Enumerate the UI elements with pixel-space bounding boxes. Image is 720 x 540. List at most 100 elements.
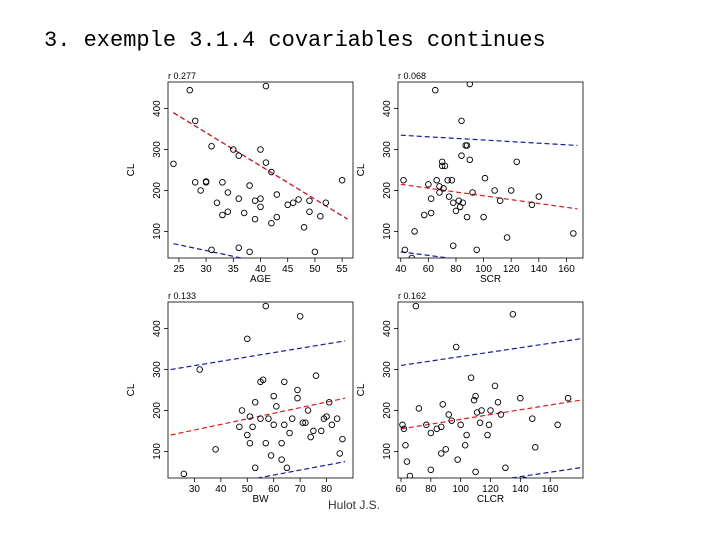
data-point bbox=[448, 417, 455, 424]
y-tick-label: 300 bbox=[382, 361, 393, 378]
data-point bbox=[415, 405, 423, 412]
data-point bbox=[497, 411, 505, 418]
y-tick-label: 100 bbox=[382, 223, 393, 240]
data-point bbox=[338, 176, 346, 184]
data-point bbox=[513, 158, 520, 166]
data-point bbox=[476, 419, 484, 426]
data-point bbox=[427, 209, 435, 217]
regression-line bbox=[170, 397, 346, 436]
data-point bbox=[278, 456, 285, 463]
data-point bbox=[236, 423, 243, 431]
data-point bbox=[502, 464, 509, 472]
data-point bbox=[456, 203, 464, 211]
data-point bbox=[284, 201, 291, 209]
data-point bbox=[270, 421, 277, 429]
data-point bbox=[336, 450, 344, 457]
data-point bbox=[517, 394, 524, 402]
data-point bbox=[445, 193, 453, 200]
data-point bbox=[472, 392, 479, 400]
footer-author: Hulot J.S. bbox=[328, 498, 381, 512]
data-point bbox=[463, 142, 471, 149]
y-tick-label: 400 bbox=[152, 100, 163, 117]
data-point bbox=[323, 413, 330, 420]
data-point bbox=[411, 228, 418, 235]
data-point bbox=[281, 421, 288, 429]
data-point bbox=[302, 419, 309, 426]
x-tick-label: 50 bbox=[309, 264, 321, 275]
data-point bbox=[403, 458, 411, 465]
data-point bbox=[529, 415, 536, 422]
data-point bbox=[454, 456, 461, 463]
data-point bbox=[448, 176, 456, 184]
data-point bbox=[442, 446, 449, 453]
y-tick-label: 200 bbox=[382, 182, 393, 199]
data-point bbox=[402, 442, 409, 449]
correlation-label: r 0.162 bbox=[398, 291, 426, 301]
data-point bbox=[289, 199, 297, 206]
data-point bbox=[244, 335, 251, 343]
data-point bbox=[281, 378, 288, 386]
data-point bbox=[438, 423, 445, 431]
data-point bbox=[306, 197, 313, 204]
data-point bbox=[487, 407, 494, 414]
data-point bbox=[294, 394, 301, 402]
data-point bbox=[469, 189, 476, 196]
data-point bbox=[257, 146, 264, 153]
data-point bbox=[452, 343, 460, 351]
correlation-label: r 0.133 bbox=[168, 291, 196, 301]
data-point bbox=[532, 444, 539, 451]
data-point bbox=[491, 187, 498, 194]
data-point bbox=[535, 193, 543, 200]
data-point bbox=[238, 407, 246, 414]
data-point bbox=[286, 429, 293, 437]
data-point bbox=[300, 224, 308, 231]
y-axis-label: CL bbox=[126, 163, 137, 176]
scatter-plot-grid: 25 30 35 40 45 50 55 100 200 300 400 AGE CL r 0.277 40… bbox=[120, 70, 600, 520]
data-point bbox=[306, 208, 313, 215]
data-point bbox=[196, 366, 203, 373]
x-axis-label: CLCR bbox=[477, 494, 504, 505]
data-point bbox=[494, 399, 502, 406]
data-point bbox=[463, 213, 471, 221]
data-point bbox=[317, 213, 324, 220]
data-point bbox=[202, 178, 210, 185]
scatter-panel-scr: 40 60 80 100 120 140 160 100 200 300 400 SCR CL r 0.0… bbox=[356, 71, 584, 285]
data-point bbox=[235, 244, 242, 252]
data-point bbox=[257, 195, 264, 202]
y-axis-label: CL bbox=[126, 383, 137, 396]
data-point bbox=[246, 182, 253, 189]
data-point bbox=[480, 213, 487, 221]
data-point bbox=[180, 470, 188, 478]
data-point bbox=[427, 429, 435, 437]
data-point bbox=[268, 219, 275, 227]
data-point bbox=[270, 392, 277, 400]
data-point bbox=[235, 195, 242, 202]
data-point bbox=[249, 423, 256, 431]
y-tick-label: 400 bbox=[382, 320, 393, 337]
scatter-plot-panels: 25 30 35 40 45 50 55 100 200 300 400 AGE CL r 0.277 40… bbox=[126, 71, 584, 505]
data-point bbox=[433, 176, 440, 184]
data-point bbox=[304, 407, 312, 414]
data-point bbox=[408, 254, 416, 258]
data-point bbox=[427, 195, 435, 202]
data-point bbox=[461, 442, 469, 449]
data-point bbox=[333, 415, 341, 422]
data-point bbox=[191, 117, 199, 125]
data-point bbox=[570, 230, 577, 237]
x-axis-label: AGE bbox=[250, 274, 271, 285]
data-point bbox=[491, 382, 499, 390]
scatter-panel-clcr: 60 80 100 120 140 160 100 200 300 400 CLCR CL r 0.16… bbox=[356, 291, 584, 505]
data-point bbox=[425, 181, 432, 188]
y-tick-label: 100 bbox=[152, 223, 163, 240]
data-point bbox=[219, 211, 226, 219]
x-tick-label: 40 bbox=[215, 484, 227, 495]
x-tick-label: 120 bbox=[503, 264, 520, 275]
data-point bbox=[400, 425, 408, 433]
data-point bbox=[445, 411, 452, 418]
data-point bbox=[322, 199, 330, 206]
data-point bbox=[401, 246, 409, 254]
data-point bbox=[496, 197, 504, 204]
data-point bbox=[262, 159, 270, 166]
plot-frame bbox=[167, 301, 354, 479]
plot-frame bbox=[167, 81, 354, 259]
